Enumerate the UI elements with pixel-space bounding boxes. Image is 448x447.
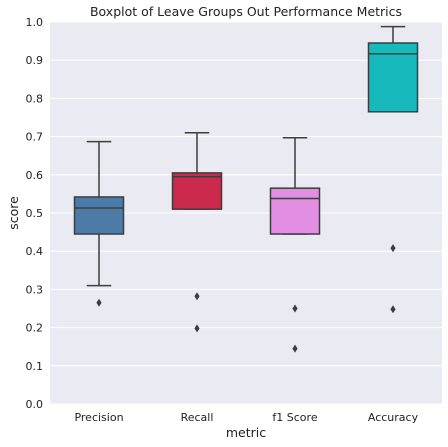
iqr-box <box>367 42 419 113</box>
outlier-point <box>194 292 200 301</box>
x-tick-label: f1 Score <box>272 411 317 424</box>
outlier-point <box>292 304 298 313</box>
iqr-box <box>73 196 125 235</box>
outlier-point <box>194 324 200 333</box>
x-tick-label: Precision <box>74 411 123 424</box>
y-tick-label: 0.6 <box>26 169 44 182</box>
y-tick-label: 0.8 <box>26 92 44 105</box>
y-tick-label: 0.3 <box>26 283 44 296</box>
x-tick-label: Recall <box>181 411 214 424</box>
box-precision <box>73 140 125 307</box>
outlier-point <box>390 244 396 253</box>
y-tick-label: 0.4 <box>26 245 44 258</box>
y-axis-label: score <box>6 196 21 230</box>
y-tick-label: 0.0 <box>26 398 44 411</box>
outlier-point <box>96 298 102 307</box>
box-accuracy <box>367 25 419 314</box>
y-tick-label: 0.9 <box>26 54 44 67</box>
outlier-point <box>292 344 298 353</box>
x-tick-labels: Precision Recall f1 Score Accuracy <box>74 411 418 424</box>
x-tick-label: Accuracy <box>368 411 419 424</box>
y-tick-label: 0.1 <box>26 360 44 373</box>
boxes-layer <box>73 25 419 353</box>
x-axis-label: metric <box>226 425 266 440</box>
y-tick-label: 0.7 <box>26 131 44 144</box>
outlier-point <box>390 305 396 314</box>
y-tick-labels: 0.0 0.1 0.2 0.3 0.4 0.5 0.6 0.7 0.8 0.9 1.0 <box>26 16 44 411</box>
chart-title: Boxplot of Leave Groups Out Performance … <box>90 4 402 19</box>
iqr-box <box>171 172 223 210</box>
y-tick-label: 0.5 <box>26 207 44 220</box>
iqr-box <box>269 187 321 235</box>
y-tick-label: 1.0 <box>26 16 44 29</box>
box-f1-score <box>269 136 321 353</box>
box-recall <box>171 132 223 333</box>
y-tick-label: 0.2 <box>26 322 44 335</box>
